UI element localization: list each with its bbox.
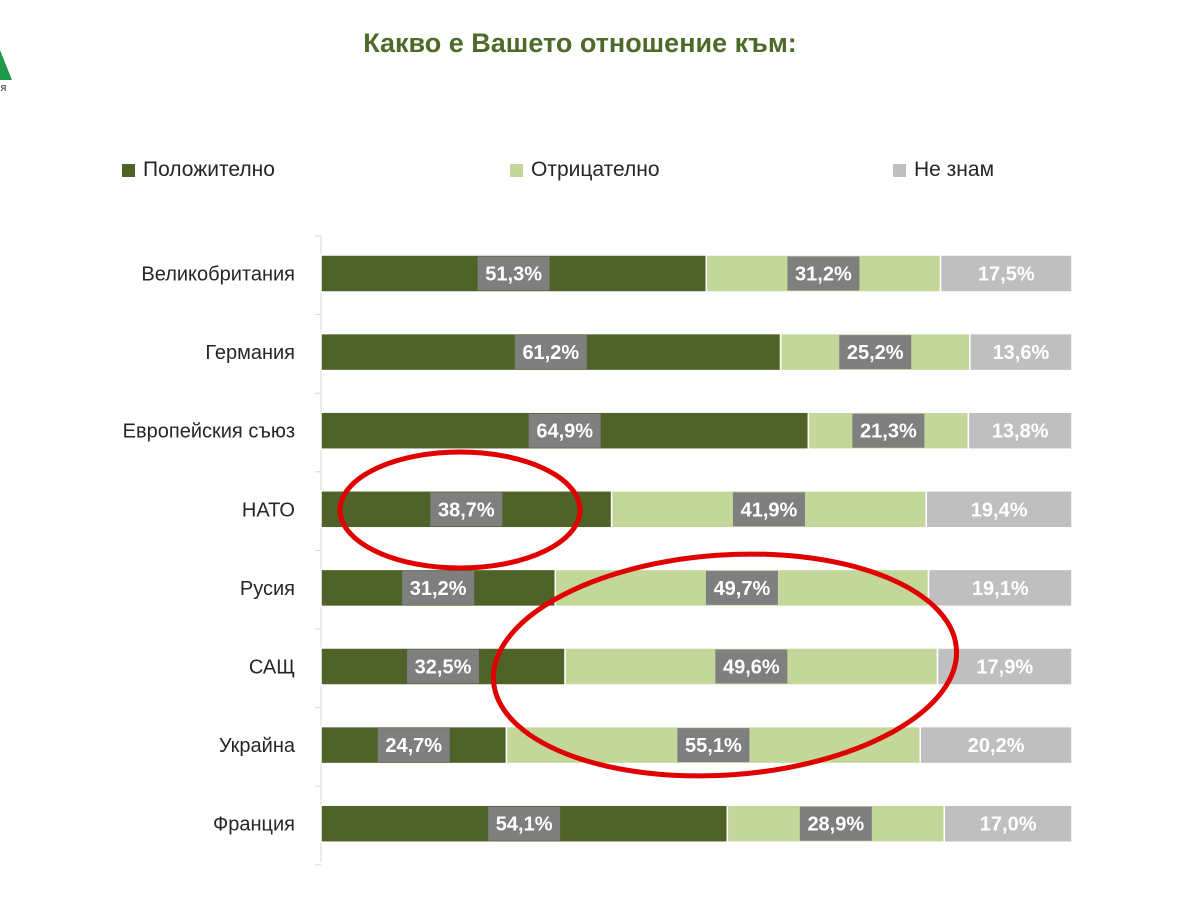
- category-label: НАТО: [242, 499, 295, 521]
- logo-subtext: я: [0, 81, 7, 94]
- data-label: 24,7%: [385, 735, 442, 757]
- chart-legend: Положително Отрицателно Не знам: [0, 158, 1200, 188]
- data-label: 17,0%: [980, 814, 1037, 836]
- data-label: 32,5%: [415, 657, 472, 679]
- data-label-box: [407, 649, 480, 684]
- bar-не-знам: [925, 490, 1073, 529]
- category-label: Украйна: [219, 735, 296, 757]
- brand-logo: [0, 50, 12, 85]
- data-label: 17,9%: [976, 657, 1033, 679]
- legend-swatch-positive: [122, 163, 135, 177]
- data-label: 38,7%: [438, 499, 495, 521]
- category-label: Русия: [240, 578, 295, 600]
- data-label: 19,4%: [971, 499, 1028, 521]
- data-label: 28,9%: [807, 814, 864, 836]
- data-label: 19,1%: [972, 578, 1029, 600]
- category-label: Германия: [205, 342, 295, 364]
- highlight-ellipse-negative: [490, 551, 960, 779]
- data-label: 21,3%: [860, 421, 917, 443]
- legend-label-dont-know: Не знам: [914, 158, 995, 181]
- data-label: 51,3%: [485, 264, 542, 286]
- data-label-box: [528, 413, 601, 448]
- data-label-box: [488, 806, 561, 841]
- bar-не-знам: [927, 568, 1073, 608]
- legend-swatch-negative: [510, 163, 523, 177]
- data-label: 31,2%: [795, 264, 852, 286]
- data-label-box: [430, 492, 503, 527]
- data-label: 61,2%: [522, 342, 579, 364]
- data-label: 54,1%: [496, 814, 553, 836]
- data-label-box: [799, 806, 872, 841]
- legend-label-positive: Положително: [143, 158, 275, 181]
- data-label: 41,9%: [741, 499, 798, 521]
- bar-не-знам: [967, 411, 1073, 450]
- data-label-box: [732, 492, 805, 527]
- bar-не-знам: [943, 804, 1073, 843]
- category-label: Франция: [213, 814, 295, 836]
- data-label-box: [787, 256, 860, 291]
- highlight-ellipse-nato: [337, 449, 583, 571]
- data-label-box: [852, 413, 925, 448]
- data-label: 13,8%: [992, 421, 1049, 443]
- data-label: 31,2%: [410, 578, 467, 600]
- legend-item-negative: Отрицателно: [510, 158, 660, 182]
- legend-item-positive: Положително: [122, 158, 275, 182]
- data-label-box: [514, 335, 587, 370]
- data-label: 49,7%: [714, 578, 771, 600]
- bar-не-знам: [939, 254, 1073, 293]
- data-label: 13,6%: [993, 342, 1050, 364]
- chart-title: Какво е Вашето отношение към:: [363, 28, 797, 58]
- data-label-box: [477, 256, 550, 291]
- data-label-box: [715, 649, 788, 684]
- bar-не-знам: [919, 725, 1073, 765]
- data-label: 49,6%: [723, 657, 780, 679]
- data-label: 64,9%: [536, 421, 593, 443]
- data-label: 25,2%: [847, 342, 904, 364]
- legend-swatch-dont-know: [893, 163, 906, 177]
- bar-не-знам: [969, 332, 1073, 372]
- legend-label-negative: Отрицателно: [531, 158, 660, 181]
- data-label-box: [839, 335, 912, 370]
- legend-item-dont-know: Не знам: [893, 158, 994, 182]
- data-label-box: [377, 728, 450, 763]
- bar-не-знам: [936, 647, 1073, 686]
- category-label: САЩ: [249, 657, 295, 679]
- data-label: 20,2%: [968, 735, 1025, 757]
- data-label-box: [705, 570, 778, 605]
- category-label: Европейския съюз: [123, 421, 295, 443]
- category-label: Великобритания: [141, 264, 295, 286]
- data-label-box: [677, 728, 750, 763]
- data-label-box: [402, 570, 475, 605]
- data-label: 17,5%: [978, 264, 1035, 286]
- data-label: 55,1%: [685, 735, 742, 757]
